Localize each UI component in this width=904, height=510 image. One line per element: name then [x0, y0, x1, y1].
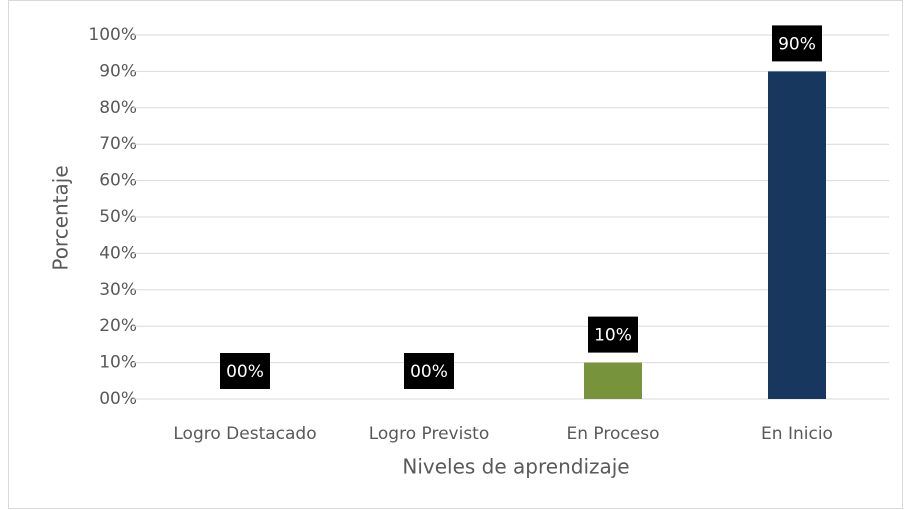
x-tick-label: En Inicio	[761, 424, 833, 444]
data-label-box	[404, 353, 454, 389]
chart-frame	[8, 0, 903, 509]
x-tick-label: Logro Previsto	[369, 424, 490, 444]
y-tick-label: 100%	[88, 25, 137, 45]
y-tick-label: 10%	[99, 353, 137, 373]
data-label: 00%	[410, 362, 448, 382]
y-tick-label: 80%	[99, 98, 137, 118]
data-label: 00%	[226, 362, 264, 382]
bar	[584, 362, 642, 399]
x-axis-title: Niveles de aprendizaje	[402, 455, 629, 479]
data-label-box	[220, 353, 270, 389]
y-tick-label: 00%	[99, 389, 137, 409]
y-tick-label: 90%	[99, 61, 137, 81]
y-tick-label: 20%	[99, 316, 137, 336]
y-tick-label: 40%	[99, 243, 137, 263]
data-label-box	[772, 25, 822, 62]
y-tick-label: 30%	[99, 280, 137, 300]
y-tick-label: 70%	[99, 134, 137, 154]
bar	[768, 71, 826, 400]
x-tick-label: Logro Destacado	[173, 424, 316, 444]
x-tick-label: En Proceso	[567, 424, 660, 444]
data-label: 90%	[778, 34, 816, 54]
y-tick-label: 60%	[99, 171, 137, 191]
data-label: 10%	[594, 326, 632, 346]
data-label-box	[588, 316, 638, 353]
y-axis-title: Porcentaje	[49, 165, 73, 270]
y-tick-label: 50%	[99, 207, 137, 227]
